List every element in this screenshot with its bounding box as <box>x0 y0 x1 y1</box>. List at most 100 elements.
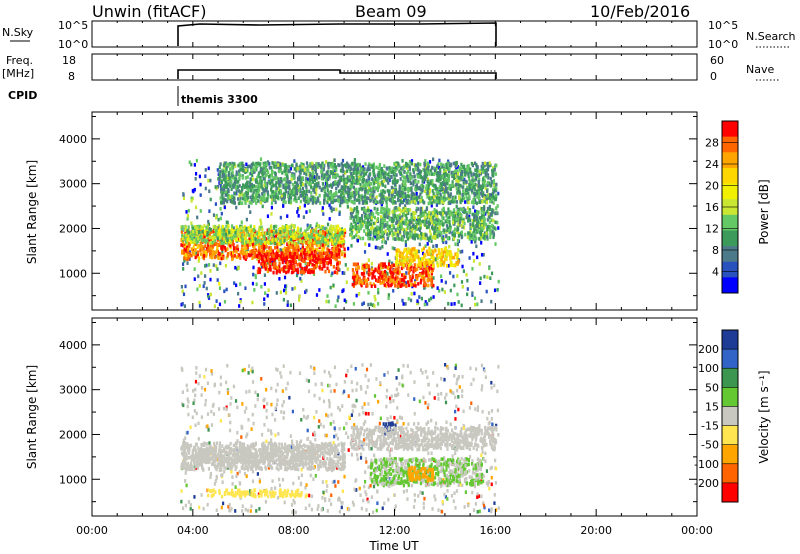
power-cell <box>401 298 404 303</box>
power-cell <box>466 292 469 297</box>
power-cell <box>407 247 410 251</box>
power-cell <box>337 240 340 244</box>
power-cell <box>319 254 322 258</box>
power-cell <box>452 161 455 166</box>
power-cell <box>252 272 255 277</box>
power-cell <box>420 296 424 301</box>
power-cell <box>399 277 402 282</box>
power-cell <box>472 251 475 256</box>
power-cell <box>387 210 390 215</box>
power-cell <box>421 251 425 256</box>
power-cell <box>432 263 435 267</box>
power-cell <box>353 271 356 276</box>
power-cell <box>244 257 247 261</box>
power-cell <box>483 183 486 188</box>
power-cell <box>363 208 366 212</box>
power-cell <box>356 177 359 182</box>
power-cell <box>288 237 292 242</box>
power-cell <box>301 241 304 246</box>
power-cell <box>332 207 335 212</box>
power-cell <box>306 227 309 232</box>
power-cell <box>273 256 276 261</box>
power-cell <box>247 164 250 169</box>
power-cell <box>301 245 305 250</box>
power-cell <box>428 246 431 251</box>
power-cell <box>240 226 243 230</box>
power-cell <box>413 246 416 251</box>
power-cell <box>401 167 404 171</box>
power-cell <box>260 253 263 258</box>
power-cell <box>199 252 202 256</box>
power-cell <box>254 275 257 280</box>
power-cell <box>444 247 447 251</box>
power-cell <box>423 189 426 194</box>
power-cell <box>229 240 232 245</box>
power-cell <box>270 165 273 170</box>
power-cell <box>292 254 295 259</box>
power-cell <box>263 253 266 257</box>
power-cell <box>324 253 328 258</box>
power-cell <box>459 183 462 188</box>
power-cell <box>282 288 286 293</box>
power-cell <box>263 241 266 245</box>
power-cell <box>285 246 288 251</box>
power-cell <box>481 193 484 198</box>
power-cell <box>219 183 222 188</box>
power-cell <box>374 297 377 302</box>
power-cell <box>391 264 394 268</box>
power-cell <box>426 242 429 246</box>
power-cell <box>454 174 457 178</box>
power-cell <box>302 240 306 244</box>
power-cell <box>318 251 321 256</box>
power-cell <box>180 284 184 289</box>
power-cell <box>354 221 357 226</box>
power-cell <box>248 239 251 244</box>
power-cell <box>232 246 236 251</box>
power-cell <box>447 207 450 212</box>
power-cell <box>447 249 451 254</box>
power-cell <box>303 270 306 275</box>
power-cell <box>333 241 336 246</box>
power-cell <box>390 273 393 278</box>
power-cell <box>342 239 345 244</box>
power-cell <box>293 230 297 235</box>
power-cell <box>415 209 418 213</box>
power-cell <box>320 238 324 242</box>
power-cell <box>445 264 449 268</box>
power-cell <box>317 260 321 264</box>
power-cell <box>279 290 283 295</box>
power-cell <box>374 284 377 288</box>
power-cell <box>372 221 375 226</box>
power-cell <box>374 177 377 182</box>
power-cell <box>453 222 456 226</box>
power-cell <box>207 178 210 183</box>
power-cell <box>442 163 445 168</box>
power-cell <box>239 282 242 286</box>
power-cell <box>381 275 384 279</box>
power-cell <box>330 200 333 205</box>
power-cell <box>355 281 358 286</box>
power-cell <box>284 256 287 261</box>
power-cell <box>402 212 405 217</box>
power-cell <box>381 236 385 241</box>
power-cell <box>402 208 405 213</box>
power-cell <box>381 180 384 184</box>
power-cell <box>437 187 440 191</box>
power-cell <box>282 297 285 302</box>
power-cell <box>287 168 290 173</box>
power-cell <box>417 218 420 223</box>
power-cell <box>454 214 457 218</box>
power-cell <box>420 214 423 218</box>
power-cell <box>477 182 480 186</box>
power-cell <box>246 230 249 234</box>
power-cell <box>330 224 333 229</box>
power-cell <box>356 219 359 223</box>
power-cell <box>457 300 460 304</box>
power-cell <box>444 183 447 187</box>
power-cell <box>438 255 442 259</box>
power-cell <box>253 236 256 241</box>
power-cell <box>491 192 494 196</box>
power-cell <box>443 249 447 254</box>
power-cell <box>312 254 315 258</box>
power-cell <box>377 230 380 235</box>
